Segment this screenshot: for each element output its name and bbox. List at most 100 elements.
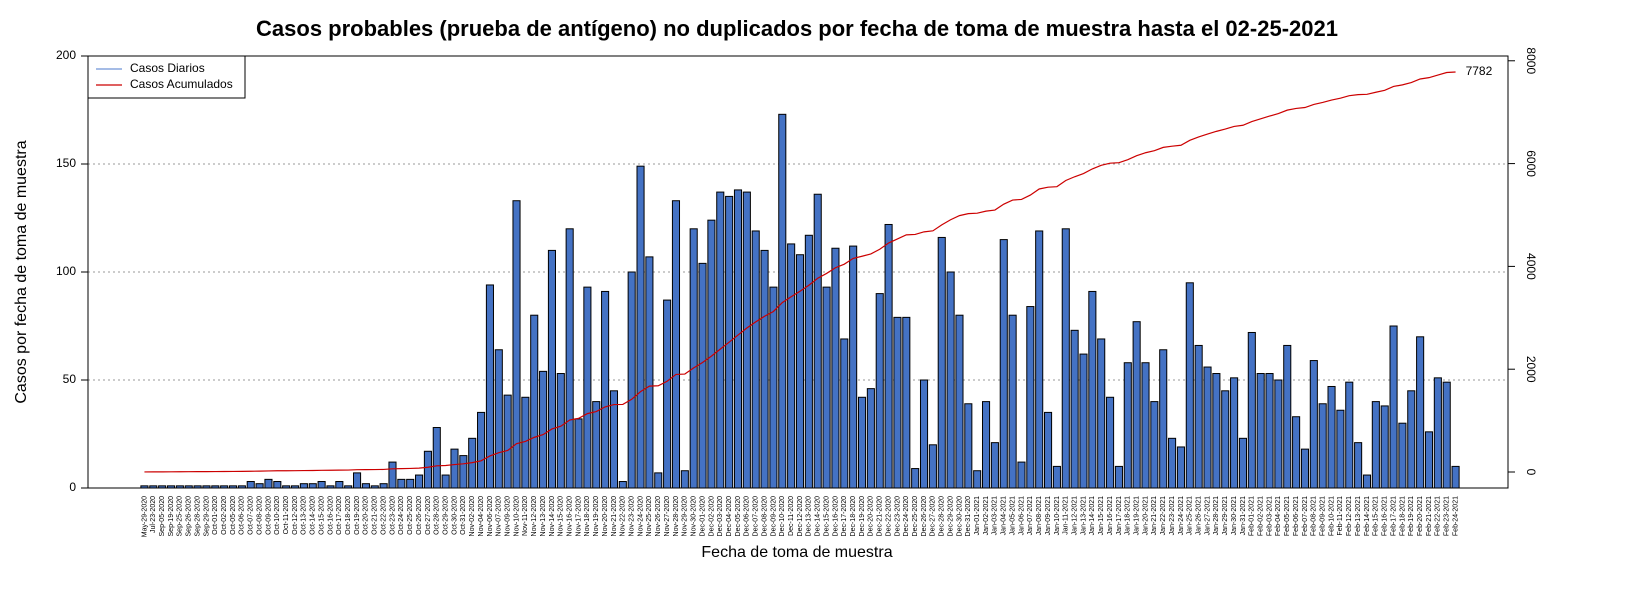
y-tick-label: 50 — [63, 372, 77, 386]
bar — [849, 245, 858, 489]
bar — [1265, 373, 1274, 489]
bar — [1008, 314, 1017, 489]
bar — [1318, 403, 1327, 489]
bar — [831, 247, 840, 489]
bar — [698, 262, 707, 489]
bar — [1026, 306, 1035, 489]
bar — [1309, 360, 1318, 489]
x-tick-label: Dec-13-2020 — [806, 496, 813, 537]
legend-label: Casos Diarios — [130, 61, 205, 75]
x-tick-label: Jan-24-2021 — [1178, 496, 1185, 535]
bar — [990, 442, 999, 489]
x-tick-label: Feb-04-2021 — [1275, 496, 1282, 536]
x-tick-label: Oct-16-2020 — [327, 496, 334, 535]
x-tick-label: Dec-25-2020 — [912, 496, 919, 537]
bar — [1327, 385, 1336, 489]
legend-box — [87, 55, 246, 99]
bar — [592, 401, 601, 489]
bar — [574, 418, 583, 489]
y-axis-label: Casos por fecha de toma de muestra — [13, 140, 30, 403]
x-tick-label: Feb-18-2021 — [1399, 496, 1406, 536]
x-tick-label: Feb-22-2021 — [1435, 496, 1442, 536]
y2-tick-label: 8000 — [1524, 47, 1538, 74]
x-tick-label: Jan-31-2021 — [1240, 496, 1247, 535]
bar — [857, 396, 867, 489]
legend-label: Casos Acumulados — [130, 77, 233, 91]
x-tick-label: Jan-06-2021 — [1018, 496, 1025, 535]
x-tick-label: Dec-04-2020 — [726, 496, 733, 537]
bar — [1407, 390, 1416, 489]
bar — [1052, 465, 1061, 489]
chart-title: Casos probables (prueba de antígeno) no … — [256, 16, 1338, 41]
bar — [928, 444, 937, 489]
x-tick-label: Oct-20-2020 — [363, 496, 370, 535]
bar — [388, 461, 397, 489]
x-tick-label: Dec-01-2020 — [699, 496, 706, 537]
x-tick-label: Feb-13-2021 — [1355, 496, 1362, 536]
x-tick-label: Jan-05-2021 — [1009, 496, 1016, 535]
bar — [1221, 390, 1230, 489]
bar — [937, 236, 946, 489]
bar — [680, 470, 689, 489]
bar — [1283, 344, 1292, 489]
y-tick-label: 100 — [56, 264, 76, 278]
bar — [645, 256, 654, 489]
x-tick-label: Jan-01-2021 — [974, 496, 981, 535]
bar — [973, 470, 982, 489]
bar — [733, 189, 743, 489]
bar — [1097, 338, 1106, 489]
bar — [804, 234, 813, 489]
bar — [406, 478, 415, 489]
x-tick-label: Oct-25-2020 — [407, 496, 414, 535]
x-tick-label: Jan-20-2021 — [1142, 496, 1149, 535]
x-tick-label: Nov-10-2020 — [513, 496, 520, 537]
x-tick-label: Feb-23-2021 — [1444, 496, 1451, 536]
x-tick-label: Sep-26-2020 — [186, 496, 193, 537]
bar — [884, 223, 893, 489]
x-tick-label: Oct-12-2020 — [292, 496, 299, 535]
y-tick-label: 0 — [69, 480, 76, 494]
bar — [1345, 381, 1354, 489]
x-tick-label: Sep-25-2020 — [177, 496, 184, 537]
x-tick-label: Dec-26-2020 — [921, 496, 928, 537]
x-tick-label: Nov-16-2020 — [567, 496, 574, 537]
x-tick-label: Jan-07-2021 — [1027, 496, 1034, 535]
x-tick-label: Oct-26-2020 — [416, 496, 423, 535]
bar — [601, 290, 610, 489]
x-tick-label: Dec-09-2020 — [770, 496, 777, 537]
x-tick-label: Nov-24-2020 — [637, 496, 644, 537]
bar — [769, 286, 778, 489]
x-tick-label: Feb-11-2021 — [1337, 496, 1344, 536]
bar — [1176, 446, 1185, 489]
bar — [1088, 290, 1097, 489]
bar — [716, 191, 725, 489]
bar — [1079, 353, 1088, 489]
x-tick-label: Feb-21-2021 — [1426, 496, 1433, 536]
x-tick-label: Nov-11-2020 — [522, 496, 529, 536]
bar — [1354, 442, 1363, 489]
bar — [1230, 377, 1239, 489]
bar — [1433, 377, 1442, 489]
x-tick-label: Jan-28-2021 — [1213, 496, 1220, 535]
y2-tick-label: 2000 — [1524, 356, 1538, 383]
x-tick-label: Dec-31-2020 — [965, 496, 972, 537]
x-tick-label: Jan-23-2021 — [1169, 496, 1176, 535]
x-tick-label: Feb-15-2021 — [1373, 496, 1380, 536]
x-tick-label: Feb-12-2021 — [1346, 496, 1353, 536]
bar — [308, 483, 317, 489]
plot-frame — [87, 55, 1509, 489]
x-tick-label: Feb-09-2021 — [1320, 496, 1327, 536]
x-tick-label: Dec-18-2020 — [850, 496, 857, 537]
bar — [1238, 437, 1247, 489]
bar — [317, 481, 326, 489]
bar — [246, 481, 255, 489]
x-tick-label: Nov-19-2020 — [593, 496, 600, 537]
x-tick-label: Oct-05-2020 — [230, 496, 237, 535]
x-tick-label: Feb-05-2021 — [1284, 496, 1291, 536]
bar — [1416, 336, 1425, 489]
bar — [1424, 431, 1434, 489]
x-tick-label: Jan-14-2021 — [1089, 496, 1096, 535]
bar — [1141, 362, 1150, 489]
bar — [255, 483, 264, 489]
bar — [477, 411, 486, 489]
